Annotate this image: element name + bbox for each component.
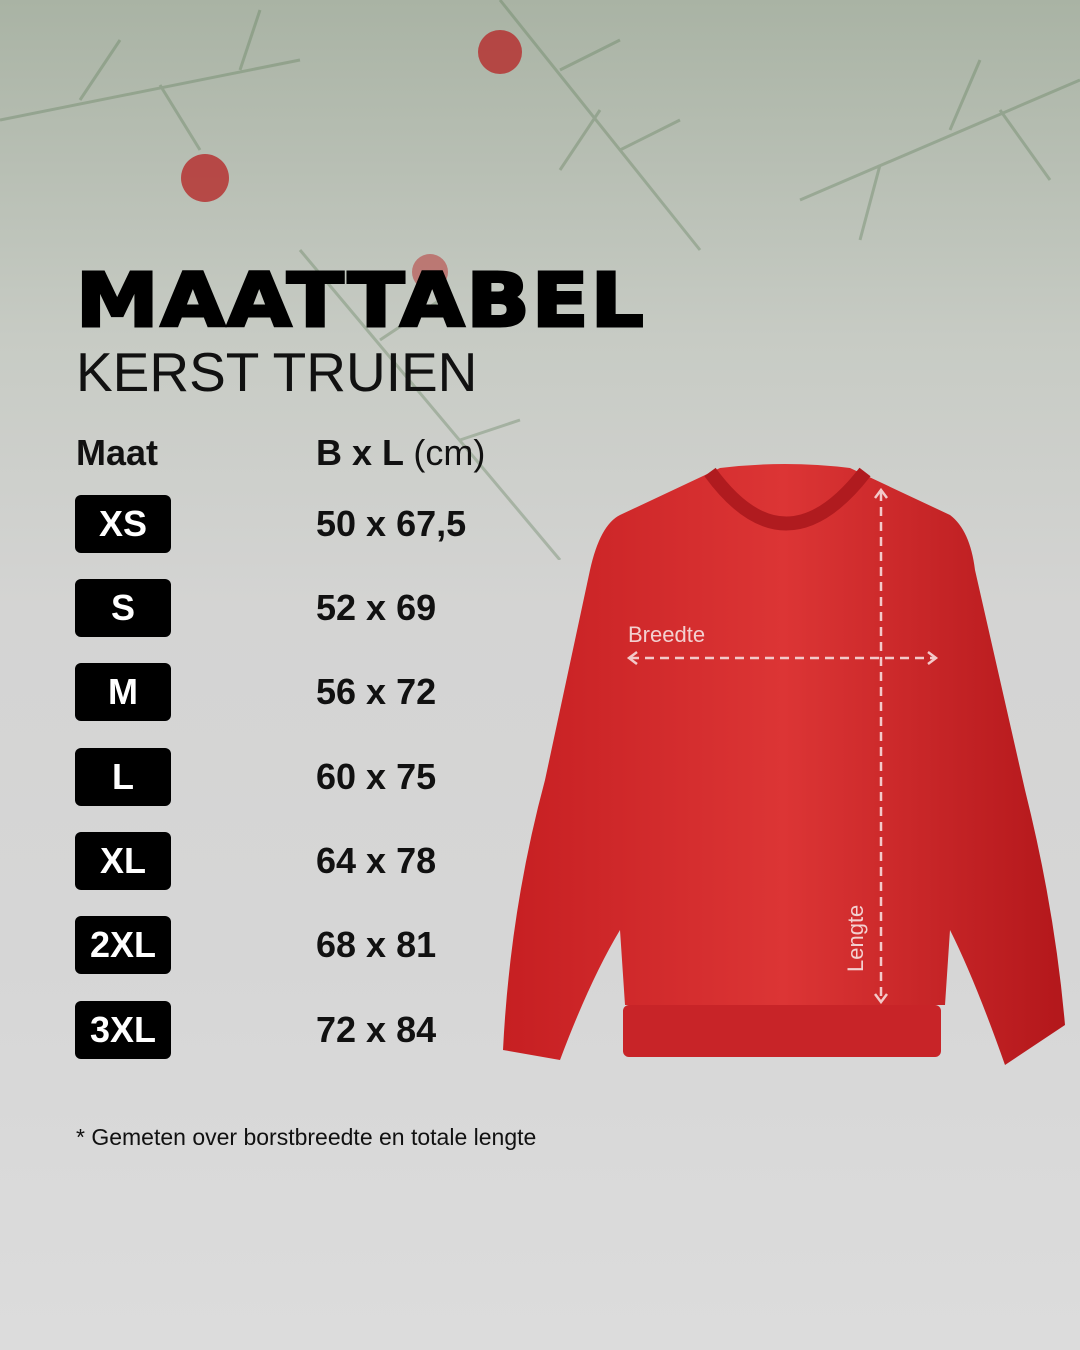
pine-branches-background (0, 0, 1080, 560)
size-badge: 2XL (75, 916, 171, 974)
size-dimensions: 56 x 72 (316, 671, 437, 712)
size-dimensions: 72 x 84 (316, 1009, 437, 1050)
sweater-diagram: Breedte Lengte (503, 464, 1065, 1065)
width-label: Breedte (628, 622, 705, 647)
size-dimensions: 68 x 81 (316, 924, 437, 965)
size-row: S 52 x 69 (75, 579, 575, 637)
unit-label: (cm) (413, 432, 486, 473)
size-badge: L (75, 748, 171, 806)
footnote: * Gemeten over borstbreedte en totale le… (76, 1124, 537, 1150)
size-badge: XL (75, 832, 171, 890)
size-row: XL 64 x 78 (75, 832, 575, 890)
size-row: XS 50 x 67,5 (75, 495, 575, 553)
size-badge: 3XL (75, 1001, 171, 1059)
size-dimensions: 60 x 75 (316, 756, 437, 797)
sweater-body (503, 464, 1065, 1065)
size-row: M 56 x 72 (75, 663, 575, 721)
page-title: MAATTABEL (74, 257, 646, 346)
column-header-dimensions: B x L (cm) (316, 432, 485, 474)
size-row: 2XL 68 x 81 (75, 916, 575, 974)
ornament (412, 254, 448, 290)
size-badge: XS (75, 495, 171, 553)
column-header-size: Maat (76, 432, 159, 473)
size-badge: M (75, 663, 171, 721)
size-dimensions: 52 x 69 (316, 587, 437, 628)
sweater-collar (704, 467, 871, 531)
sweater-hem (623, 1005, 941, 1057)
size-dimensions: 64 x 78 (316, 840, 437, 881)
dims-label: B x L (316, 432, 404, 473)
ornament (181, 154, 229, 202)
page-subtitle: KERST TRUIEN (76, 341, 478, 403)
size-dimensions: 50 x 67,5 (316, 503, 467, 544)
size-row: L 60 x 75 (75, 748, 575, 806)
size-badge: S (75, 579, 171, 637)
ornament (478, 30, 522, 74)
size-row: 3XL 72 x 84 (75, 1001, 575, 1059)
length-label: Lengte (843, 905, 868, 972)
